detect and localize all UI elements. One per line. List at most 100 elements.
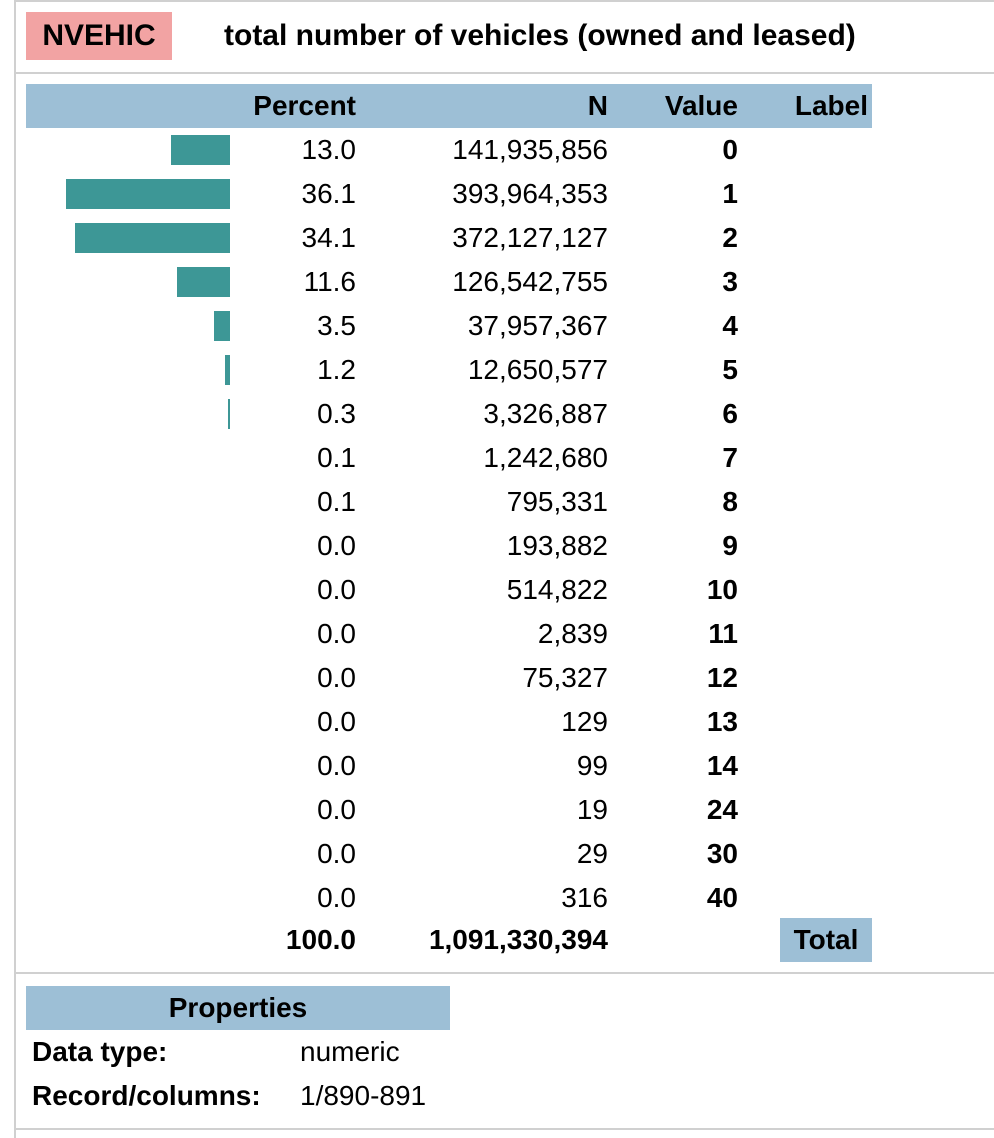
table-row: 11.6 126,542,755 3 xyxy=(0,260,994,304)
cell-value: 11 xyxy=(708,618,738,649)
cell-n: 37,957,367 xyxy=(467,310,608,341)
table-row: 0.0 129 13 xyxy=(0,700,994,744)
cell-percent: 0.0 xyxy=(317,882,356,913)
cell-n: 393,964,353 xyxy=(452,178,608,209)
properties-heading: Properties xyxy=(26,986,450,1030)
property-key-record-columns: Record/columns: xyxy=(32,1080,261,1111)
cell-percent: 3.5 xyxy=(317,310,356,341)
table-row: 0.0 29 30 xyxy=(0,832,994,876)
cell-value: 13 xyxy=(706,706,738,737)
cell-percent: 36.1 xyxy=(301,178,357,209)
cell-value: 5 xyxy=(722,354,738,385)
cell-label xyxy=(760,480,872,524)
column-header-value: Value xyxy=(664,90,738,121)
cell-n: 12,650,577 xyxy=(467,354,608,385)
cell-percent: 0.3 xyxy=(317,398,356,429)
cell-n: 75,327 xyxy=(522,662,608,693)
cell-percent: 0.0 xyxy=(317,662,356,693)
percent-bar xyxy=(214,311,230,341)
cell-value: 30 xyxy=(706,838,738,869)
cell-percent: 0.0 xyxy=(317,530,356,561)
property-value-record-columns: 1/890-891 xyxy=(300,1080,427,1111)
table-row: 13.0 141,935,856 0 xyxy=(0,128,994,172)
variable-name-badge: NVEHIC xyxy=(26,12,172,60)
cell-label xyxy=(760,128,872,172)
cell-value: 9 xyxy=(722,530,738,561)
frequency-table-header xyxy=(26,84,872,128)
cell-percent: 1.2 xyxy=(317,354,356,385)
cell-label xyxy=(760,612,872,656)
cell-percent: 0.0 xyxy=(317,794,356,825)
column-header-n: N xyxy=(587,90,608,121)
cell-label xyxy=(760,832,872,876)
cell-n: 29 xyxy=(576,838,608,869)
cell-n: 129 xyxy=(561,706,608,737)
column-header-label: Label xyxy=(794,90,868,121)
cell-label xyxy=(760,216,872,260)
table-bottom-divider xyxy=(14,972,994,974)
property-key-data-type: Data type: xyxy=(32,1036,168,1067)
table-row: 0.0 19 24 xyxy=(0,788,994,832)
cell-percent: 0.0 xyxy=(317,706,356,737)
cell-label xyxy=(760,744,872,788)
cell-n: 193,882 xyxy=(506,530,608,561)
percent-bar xyxy=(177,267,230,297)
cell-value: 10 xyxy=(706,574,738,605)
cell-value: 1 xyxy=(722,178,738,209)
table-row: 3.5 37,957,367 4 xyxy=(0,304,994,348)
percent-bar xyxy=(66,179,230,209)
table-row: 0.1 1,242,680 7 xyxy=(0,436,994,480)
cell-label xyxy=(760,700,872,744)
cell-percent: 0.0 xyxy=(317,574,356,605)
cell-n: 99 xyxy=(576,750,608,781)
percent-bar xyxy=(75,223,230,253)
cell-value: 6 xyxy=(722,398,738,429)
cell-label xyxy=(760,788,872,832)
cell-value: 12 xyxy=(706,662,738,693)
cell-percent: 0.0 xyxy=(317,618,356,649)
cell-label xyxy=(760,876,872,920)
top-divider xyxy=(14,0,994,2)
cell-label xyxy=(760,656,872,700)
percent-bar xyxy=(171,135,230,165)
cell-value: 24 xyxy=(706,794,738,825)
cell-n: 19 xyxy=(576,794,608,825)
cell-n: 372,127,127 xyxy=(452,222,608,253)
cell-label xyxy=(760,436,872,480)
cell-value: 7 xyxy=(722,442,738,473)
cell-n: 1,242,680 xyxy=(483,442,608,473)
table-row: 0.3 3,326,887 6 xyxy=(0,392,994,436)
column-header-percent: Percent xyxy=(253,90,356,121)
cell-percent: 0.0 xyxy=(317,838,356,869)
cell-label xyxy=(760,568,872,612)
cell-percent: 0.0 xyxy=(317,750,356,781)
percent-bar xyxy=(225,355,230,385)
table-row: 0.0 99 14 xyxy=(0,744,994,788)
total-percent: 100.0 xyxy=(285,924,356,955)
cell-value: 3 xyxy=(722,266,738,297)
table-row: 0.0 316 40 xyxy=(0,876,994,920)
total-label: Total xyxy=(780,918,872,962)
property-value-data-type: numeric xyxy=(300,1036,400,1067)
table-row: 0.0 514,822 10 xyxy=(0,568,994,612)
cell-value: 2 xyxy=(722,222,738,253)
cell-value: 4 xyxy=(722,310,738,341)
cell-label xyxy=(760,392,872,436)
table-row: 36.1 393,964,353 1 xyxy=(0,172,994,216)
table-row: 0.0 2,839 11 xyxy=(0,612,994,656)
cell-percent: 0.1 xyxy=(317,442,356,473)
percent-bar xyxy=(228,399,230,429)
cell-percent: 11.6 xyxy=(303,266,356,297)
cell-label xyxy=(760,524,872,568)
cell-value: 0 xyxy=(722,134,738,165)
cell-percent: 34.1 xyxy=(301,222,357,253)
cell-n: 3,326,887 xyxy=(483,398,608,429)
table-row: 0.0 75,327 12 xyxy=(0,656,994,700)
cell-n: 316 xyxy=(561,882,608,913)
cell-value: 8 xyxy=(722,486,738,517)
table-row: 0.1 795,331 8 xyxy=(0,480,994,524)
header-divider xyxy=(14,72,994,74)
total-n: 1,091,330,394 xyxy=(428,924,608,955)
cell-percent: 0.1 xyxy=(317,486,356,517)
cell-n: 2,839 xyxy=(537,618,608,649)
